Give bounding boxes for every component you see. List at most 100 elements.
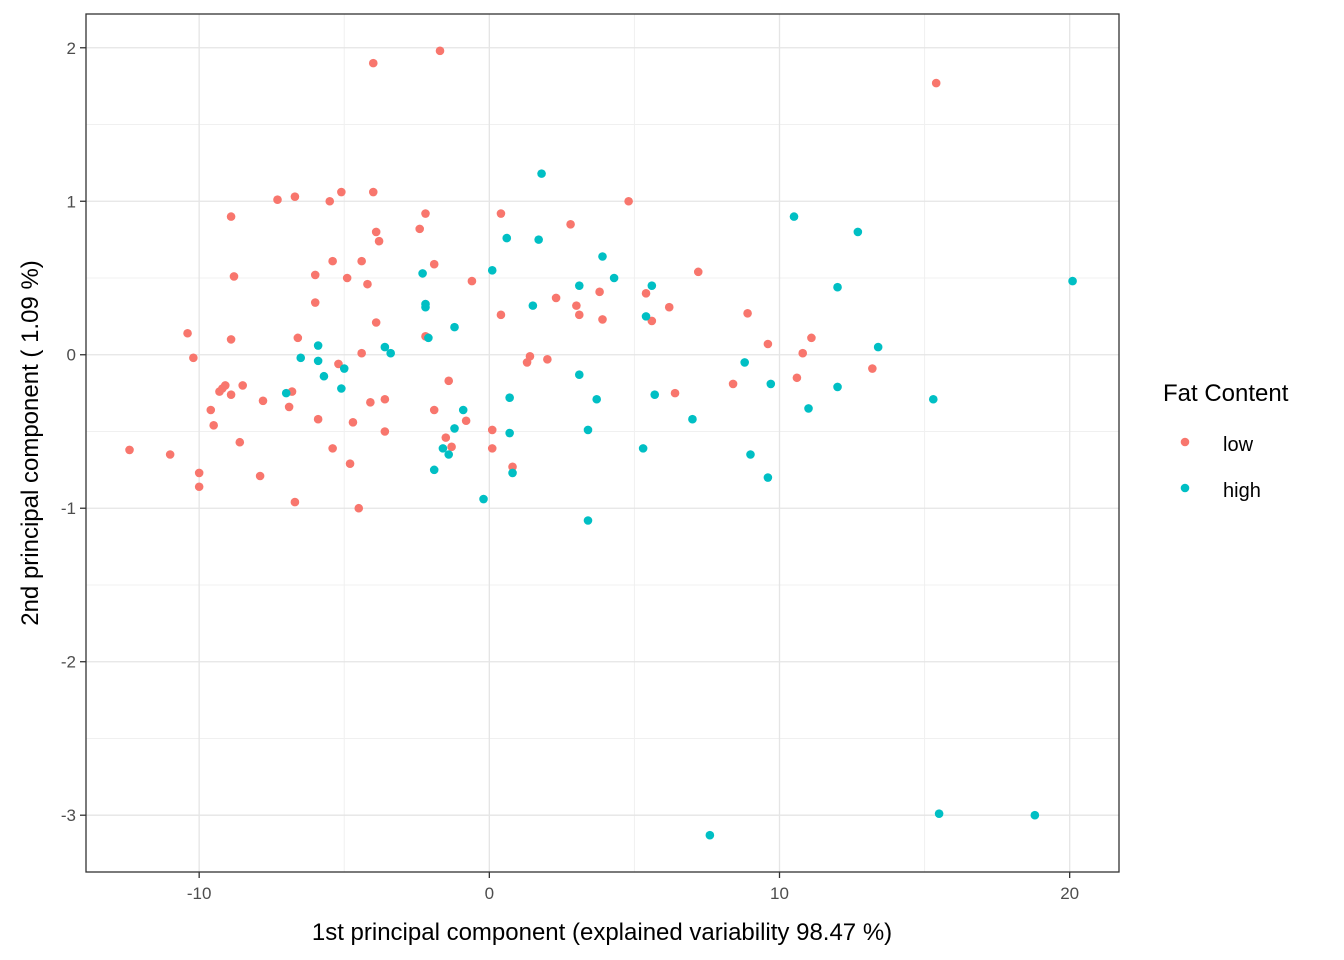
plot-background [86, 14, 1119, 872]
data-point-low [313, 414, 323, 424]
data-point-high [296, 353, 306, 363]
data-point-low [798, 348, 808, 358]
data-point-high [386, 348, 395, 358]
data-point-low [641, 289, 651, 298]
data-point-low [693, 267, 703, 277]
data-point-high [647, 281, 657, 290]
legend: Fat Content low high [1163, 380, 1289, 502]
data-point-high [429, 465, 439, 475]
data-point-low [310, 270, 320, 280]
data-point-high [337, 384, 346, 393]
data-point-low [357, 348, 366, 358]
data-point-high [934, 809, 944, 818]
data-point-low [525, 351, 535, 361]
data-point-high [1030, 810, 1040, 820]
data-point-low [380, 427, 390, 436]
x-tick-label: 20 [1060, 884, 1079, 903]
data-point-low [206, 405, 216, 415]
y-tick-label: 2 [67, 39, 76, 58]
legend-marker-low [1180, 437, 1190, 447]
grid-minor [86, 14, 1119, 872]
data-point-high [804, 404, 813, 413]
y-axis: -3 -2 -1 0 1 2 [61, 39, 86, 825]
data-points [125, 46, 1077, 840]
data-point-low [290, 497, 300, 507]
x-tick-label: 0 [485, 884, 494, 903]
legend-marker-high [1180, 483, 1190, 493]
data-point-low [189, 353, 198, 363]
data-point-high [789, 212, 799, 221]
data-point-low [496, 209, 506, 218]
data-point-high [873, 342, 883, 352]
legend-label-low: low [1223, 434, 1254, 456]
data-point-low [342, 273, 352, 283]
data-point-low [194, 468, 204, 478]
data-point-high [502, 233, 512, 243]
data-point-low [293, 333, 303, 343]
data-point-low [290, 192, 300, 201]
data-point-high [574, 281, 584, 290]
data-point-low [380, 394, 390, 404]
data-point-low [487, 444, 497, 453]
data-point-high [763, 473, 773, 482]
data-point-low [429, 259, 439, 269]
legend-label-high: high [1223, 480, 1261, 502]
data-point-low [441, 433, 451, 442]
data-point-low [868, 364, 877, 373]
data-point-low [255, 471, 265, 481]
data-point-high [313, 356, 323, 366]
data-point-high [380, 342, 390, 352]
data-point-high [508, 468, 517, 478]
y-axis-title: 2nd principal component ( 1.09 %) [17, 260, 44, 626]
data-point-low [508, 462, 517, 472]
data-point-low [421, 209, 430, 218]
data-point-high [1068, 276, 1077, 286]
data-point-high [638, 444, 648, 453]
y-tick-label: 1 [67, 192, 76, 211]
data-point-low [429, 405, 439, 415]
data-point-low [238, 381, 247, 390]
data-point-low [125, 445, 134, 455]
data-point-low [931, 78, 941, 88]
data-point-low [337, 187, 346, 197]
data-point-low [624, 196, 633, 206]
data-point-high [313, 341, 323, 350]
data-point-high [853, 227, 863, 237]
data-point-high [650, 390, 660, 399]
data-point-high [505, 428, 514, 438]
data-point-high [479, 494, 488, 504]
data-point-low [226, 335, 236, 344]
data-point-low [226, 390, 236, 399]
data-point-high [641, 312, 651, 321]
legend-title: Fat Content [1163, 380, 1289, 407]
data-point-low [194, 482, 204, 492]
data-point-high [458, 405, 468, 415]
data-point-high [424, 333, 433, 343]
data-point-low [670, 388, 680, 398]
data-point-low [572, 301, 581, 310]
data-point-low [220, 381, 230, 390]
data-point-low [595, 287, 604, 297]
data-point-high [583, 425, 593, 435]
data-point-low [345, 459, 355, 469]
data-point-low [328, 256, 337, 266]
data-point-high [418, 269, 427, 278]
data-point-high [444, 450, 454, 459]
data-point-high [537, 169, 546, 178]
data-point-low [763, 339, 773, 349]
data-point-low [366, 398, 375, 407]
data-point-high [833, 382, 842, 392]
data-point-low [447, 442, 456, 452]
data-point-low [284, 402, 294, 412]
data-point-low [371, 318, 381, 327]
data-point-low [273, 195, 282, 205]
y-tick-label: -1 [61, 499, 76, 518]
data-point-low [368, 58, 378, 68]
data-point-high [609, 273, 619, 283]
data-point-low [461, 416, 471, 426]
data-point-high [339, 364, 349, 373]
data-point-low [334, 359, 343, 369]
data-point-low [792, 373, 802, 383]
data-point-high [487, 266, 497, 275]
